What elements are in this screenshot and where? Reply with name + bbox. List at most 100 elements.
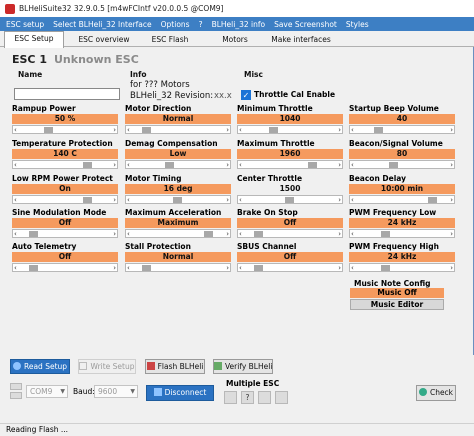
chevron-left-icon[interactable]: ‹ — [14, 126, 17, 134]
chevron-right-icon[interactable]: › — [113, 264, 116, 272]
chevron-left-icon[interactable]: ‹ — [239, 230, 242, 238]
chevron-right-icon[interactable]: › — [338, 230, 341, 238]
setting-slider[interactable]: ‹ › — [125, 263, 231, 272]
chevron-right-icon[interactable]: › — [450, 196, 453, 204]
chevron-left-icon[interactable]: ‹ — [239, 196, 242, 204]
chevron-right-icon[interactable]: › — [450, 230, 453, 238]
slider-thumb[interactable] — [83, 197, 93, 203]
menu-options[interactable]: Options — [160, 19, 190, 29]
baud-select[interactable]: 9600 ▼ — [94, 385, 138, 398]
menu-help[interactable]: ? — [198, 19, 203, 29]
chevron-left-icon[interactable]: ‹ — [351, 161, 354, 169]
setting-slider[interactable]: ‹ › — [237, 125, 343, 134]
slider-thumb[interactable] — [373, 127, 383, 133]
setting-slider[interactable]: ‹ › — [125, 160, 231, 169]
slider-thumb[interactable] — [381, 265, 391, 271]
music-editor-button[interactable]: Music Editor — [350, 299, 444, 310]
setting-slider[interactable]: ‹ › — [12, 160, 118, 169]
multi-esc-slot-2[interactable] — [258, 391, 271, 404]
setting-slider[interactable]: ‹ › — [12, 195, 118, 204]
slider-thumb[interactable] — [141, 265, 151, 271]
menu-esc-setup[interactable]: ESC setup — [6, 19, 45, 29]
setting-slider[interactable]: ‹ › — [237, 229, 343, 238]
slider-thumb[interactable] — [253, 265, 263, 271]
chevron-right-icon[interactable]: › — [226, 230, 229, 238]
slider-thumb[interactable] — [28, 231, 38, 237]
menu-blheli-info[interactable]: BLHeli_32 info — [211, 19, 266, 29]
tab-esc-overview[interactable]: ESC overview — [78, 35, 130, 44]
setting-slider[interactable]: ‹ › — [125, 125, 231, 134]
tab-make-interfaces[interactable]: Make interfaces — [271, 35, 331, 44]
read-setup-button[interactable]: Read Setup — [10, 359, 70, 374]
throttle-cal-checkbox[interactable]: ✓ — [241, 90, 251, 100]
setting-slider[interactable]: ‹ › — [237, 195, 343, 204]
chevron-left-icon[interactable]: ‹ — [14, 264, 17, 272]
chevron-left-icon[interactable]: ‹ — [14, 161, 17, 169]
slider-thumb[interactable] — [308, 162, 318, 168]
chevron-left-icon[interactable]: ‹ — [351, 264, 354, 272]
chevron-left-icon[interactable]: ‹ — [127, 196, 130, 204]
multi-esc-slot-3[interactable] — [275, 391, 288, 404]
chevron-right-icon[interactable]: › — [338, 264, 341, 272]
chevron-left-icon[interactable]: ‹ — [127, 161, 130, 169]
slider-thumb[interactable] — [381, 231, 391, 237]
slider-thumb[interactable] — [165, 162, 175, 168]
slider-thumb[interactable] — [28, 265, 38, 271]
flash-blheli-button[interactable]: Flash BLHeli — [145, 359, 205, 374]
disconnect-button[interactable]: Disconnect — [146, 385, 214, 401]
chevron-left-icon[interactable]: ‹ — [127, 264, 130, 272]
chevron-right-icon[interactable]: › — [450, 126, 453, 134]
esc-name-input[interactable] — [14, 88, 120, 100]
chevron-right-icon[interactable]: › — [450, 161, 453, 169]
slider-thumb[interactable] — [44, 127, 54, 133]
write-setup-button[interactable]: Write Setup — [78, 359, 136, 374]
chevron-left-icon[interactable]: ‹ — [239, 264, 242, 272]
chevron-right-icon[interactable]: › — [113, 161, 116, 169]
setting-slider[interactable]: ‹ › — [125, 229, 231, 238]
setting-slider[interactable]: ‹ › — [349, 229, 455, 238]
setting-slider[interactable]: ‹ › — [349, 125, 455, 134]
menu-save-screenshot[interactable]: Save Screenshot — [274, 19, 337, 29]
chevron-left-icon[interactable]: ‹ — [351, 230, 354, 238]
chevron-left-icon[interactable]: ‹ — [239, 126, 242, 134]
setting-slider[interactable]: ‹ › — [12, 125, 118, 134]
tab-motors[interactable]: Motors — [222, 35, 248, 44]
slider-thumb[interactable] — [269, 127, 279, 133]
chevron-right-icon[interactable]: › — [338, 196, 341, 204]
chevron-right-icon[interactable]: › — [113, 230, 116, 238]
chevron-right-icon[interactable]: › — [226, 161, 229, 169]
setting-slider[interactable]: ‹ › — [12, 263, 118, 272]
slider-thumb[interactable] — [141, 127, 151, 133]
chevron-right-icon[interactable]: › — [338, 161, 341, 169]
chevron-left-icon[interactable]: ‹ — [14, 196, 17, 204]
slider-thumb[interactable] — [204, 231, 214, 237]
verify-blheli-button[interactable]: Verify BLHeli — [213, 359, 273, 374]
menu-select-interface[interactable]: Select BLHeli_32 Interface — [53, 19, 152, 29]
chevron-right-icon[interactable]: › — [113, 126, 116, 134]
chevron-right-icon[interactable]: › — [226, 264, 229, 272]
menu-styles[interactable]: Styles — [345, 19, 369, 29]
chevron-left-icon[interactable]: ‹ — [127, 230, 130, 238]
setting-slider[interactable]: ‹ › — [349, 160, 455, 169]
multi-esc-help[interactable]: ? — [241, 391, 254, 404]
chevron-left-icon[interactable]: ‹ — [351, 196, 354, 204]
chevron-right-icon[interactable]: › — [226, 126, 229, 134]
setting-slider[interactable]: ‹ › — [237, 263, 343, 272]
chevron-left-icon[interactable]: ‹ — [127, 126, 130, 134]
slider-thumb[interactable] — [83, 162, 93, 168]
port-select[interactable]: COM9 ▼ — [26, 385, 68, 398]
chevron-right-icon[interactable]: › — [226, 196, 229, 204]
slider-thumb[interactable] — [173, 197, 182, 203]
slider-thumb[interactable] — [389, 162, 399, 168]
multi-esc-slot-1[interactable] — [224, 391, 237, 404]
music-note-config-value[interactable]: Music Off — [350, 288, 444, 298]
chevron-left-icon[interactable]: ‹ — [14, 230, 17, 238]
setting-slider[interactable]: ‹ › — [237, 160, 343, 169]
check-button[interactable]: Check — [416, 385, 456, 401]
chevron-right-icon[interactable]: › — [338, 126, 341, 134]
chevron-right-icon[interactable]: › — [113, 196, 116, 204]
chevron-right-icon[interactable]: › — [450, 264, 453, 272]
setting-slider[interactable]: ‹ › — [12, 229, 118, 238]
slider-thumb[interactable] — [285, 197, 294, 203]
chevron-left-icon[interactable]: ‹ — [239, 161, 242, 169]
